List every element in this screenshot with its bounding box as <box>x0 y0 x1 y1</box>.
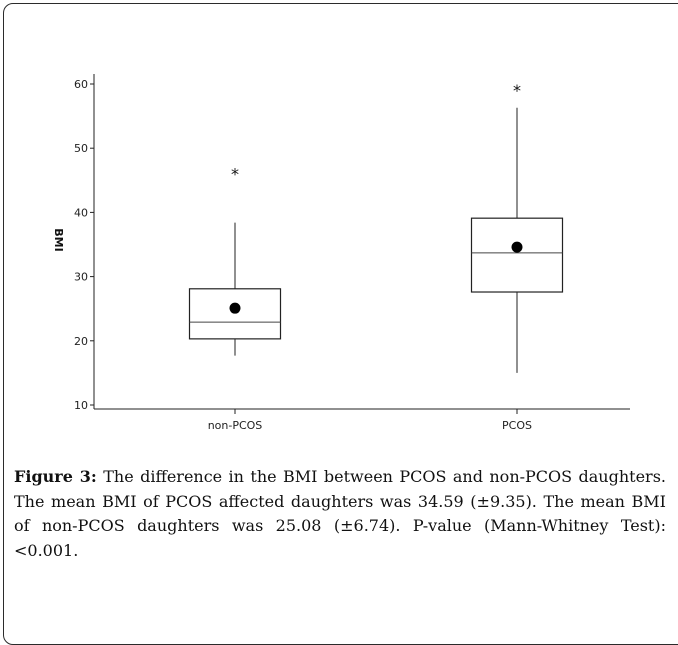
y-tick-label: 60 <box>74 78 88 91</box>
y-tick-label: 30 <box>74 271 88 284</box>
y-tick-label: 40 <box>74 206 88 219</box>
figure-frame <box>3 3 678 645</box>
mean-point <box>229 302 241 314</box>
outlier-marker: * <box>231 165 239 184</box>
x-tick-label: PCOS <box>502 419 532 432</box>
caption-label: Figure 3: <box>14 467 97 486</box>
y-tick-label: 10 <box>74 399 88 412</box>
box-non-pcos: * <box>188 165 282 356</box>
y-axis-label: BMI <box>52 228 65 251</box>
y-tick-label: 50 <box>74 142 88 155</box>
box-plot: 10 20 30 40 50 60 non-PCOS PCOS * * BMI <box>52 74 630 432</box>
x-tick-label: non-PCOS <box>208 419 263 432</box>
figure-caption: Figure 3: The difference in the BMI betw… <box>14 465 666 563</box>
iqr-box <box>188 288 282 340</box>
box-pcos: * <box>470 81 564 373</box>
outlier-marker: * <box>513 81 521 100</box>
caption-text: The difference in the BMI between PCOS a… <box>14 467 666 560</box>
mean-point <box>511 241 523 253</box>
iqr-box <box>470 217 564 293</box>
y-tick-label: 20 <box>74 335 88 348</box>
